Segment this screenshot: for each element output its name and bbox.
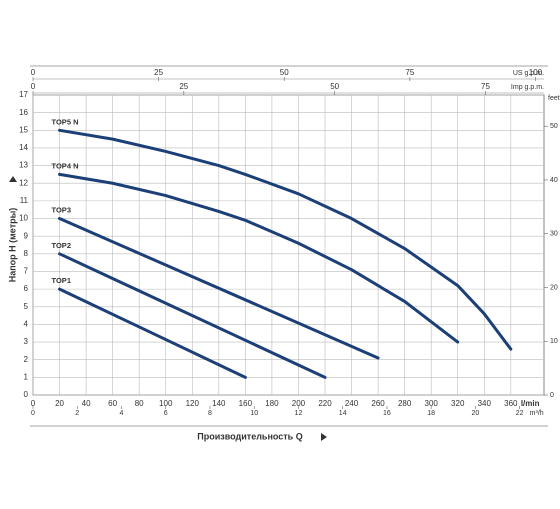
- top-tick-label: 0: [31, 68, 36, 77]
- x-tick-label: 340: [478, 399, 492, 408]
- x-tick-label: 160: [239, 399, 253, 408]
- y-tick-label: 5: [24, 302, 29, 311]
- curve-label: TOP4 N: [52, 161, 79, 170]
- x-tick-label: 360: [504, 399, 518, 408]
- bottom-tick-label: 16: [383, 410, 391, 417]
- pump-curve: [58, 287, 247, 379]
- curve-label: TOP5 N: [52, 117, 79, 126]
- top-tick-label: 50: [330, 82, 339, 91]
- y-tick-label: 14: [19, 143, 28, 152]
- pump-curve: [58, 172, 460, 344]
- x-tick-label: 80: [135, 399, 144, 408]
- y-tick-label: 3: [24, 337, 29, 346]
- y-tick-label: 13: [19, 161, 28, 170]
- top-tick-label: 75: [481, 82, 490, 91]
- x-tick-label: 200: [292, 399, 306, 408]
- y-tick-label: 12: [19, 178, 28, 187]
- top-tick-label: 0: [31, 82, 36, 91]
- bottom-tick-label: 10: [250, 410, 258, 417]
- x-tick-label: 240: [345, 399, 359, 408]
- pump-curve: [58, 217, 380, 360]
- right-tick-label: 50: [550, 123, 558, 130]
- x-tick-label: 120: [186, 399, 200, 408]
- bottom-tick-label: 8: [208, 410, 212, 417]
- y-tick-label: 7: [24, 267, 29, 276]
- y-tick-label: 8: [24, 249, 29, 258]
- x-axis-label: Производительность Q: [197, 431, 302, 441]
- x-tick-label: 0: [31, 399, 36, 408]
- x-tick-label: 140: [212, 399, 226, 408]
- bottom-tick-label: 6: [164, 410, 168, 417]
- curve-label: TOP3: [52, 206, 71, 215]
- bottom-tick-label: 4: [120, 410, 124, 417]
- pump-curve: [58, 252, 327, 379]
- right-tick-label: 0: [550, 392, 554, 399]
- x-tick-label: 300: [425, 399, 439, 408]
- y-tick-label: 9: [24, 231, 29, 240]
- axis-unit-label: m³/h: [530, 410, 544, 417]
- y-tick-label: 17: [19, 90, 28, 99]
- top-tick-label: 25: [179, 82, 188, 91]
- bottom-tick-label: 2: [75, 410, 79, 417]
- bottom-tick-label: 12: [295, 410, 303, 417]
- right-tick-label: 10: [550, 338, 558, 345]
- x-tick-label: 180: [265, 399, 279, 408]
- y-tick-label: 2: [24, 355, 29, 364]
- x-tick-label: 280: [398, 399, 412, 408]
- x-tick-label: 100: [159, 399, 173, 408]
- right-tick-label: 40: [550, 177, 558, 184]
- x-tick-label: 20: [55, 399, 64, 408]
- y-tick-label: 0: [24, 390, 29, 399]
- axis-unit-label: feet: [548, 95, 560, 102]
- y-tick-label: 4: [24, 320, 29, 329]
- top-tick-label: 25: [154, 68, 163, 77]
- x-tick-label: 60: [108, 399, 117, 408]
- arrow: [321, 433, 327, 441]
- right-tick-label: 20: [550, 284, 558, 291]
- top-tick-label: 75: [405, 68, 414, 77]
- y-tick-label: 11: [20, 196, 29, 205]
- x-unit-label: l/min: [521, 399, 540, 408]
- bottom-tick-label: 20: [472, 410, 480, 417]
- y-tick-label: 15: [19, 125, 28, 134]
- right-tick-label: 30: [550, 231, 558, 238]
- y-tick-label: 10: [19, 214, 28, 223]
- top-tick-label: 100: [529, 68, 543, 77]
- y-tick-label: 6: [24, 284, 29, 293]
- axis-unit-label: Imp g.p.m.: [511, 84, 544, 91]
- y-tick-label: 16: [19, 108, 28, 117]
- y-tick-label: 1: [24, 372, 29, 381]
- y-axis-label: Напор H (метры): [7, 208, 17, 283]
- top-tick-label: 50: [280, 68, 289, 77]
- curve-label: TOP1: [52, 276, 71, 285]
- x-tick-label: 220: [318, 399, 332, 408]
- bottom-tick-label: 0: [31, 410, 35, 417]
- arrow: [9, 176, 17, 182]
- x-tick-label: 40: [82, 399, 91, 408]
- curve-label: TOP2: [52, 241, 71, 250]
- x-tick-label: 320: [451, 399, 465, 408]
- bottom-tick-label: 22: [516, 410, 524, 417]
- axis-unit-label: US g.p.m.: [513, 70, 544, 77]
- x-tick-label: 260: [371, 399, 385, 408]
- pump-curve: [58, 128, 513, 351]
- bottom-tick-label: 18: [427, 410, 435, 417]
- bottom-tick-label: 14: [339, 410, 347, 417]
